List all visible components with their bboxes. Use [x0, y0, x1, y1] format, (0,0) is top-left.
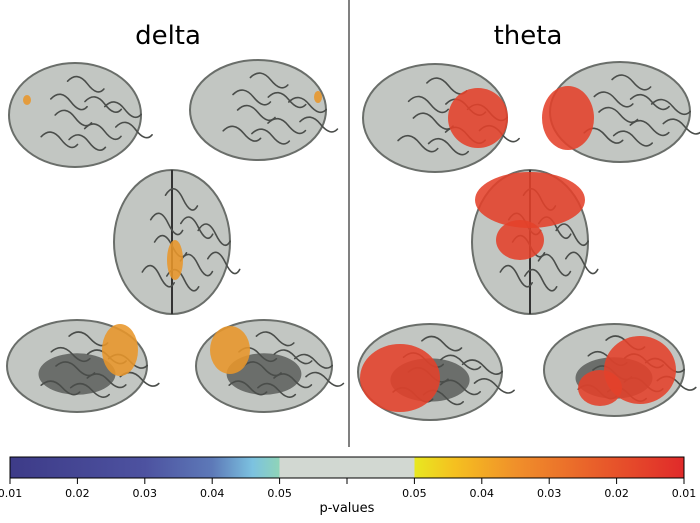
colorbar-tick-label: 0.05 — [267, 487, 292, 500]
activation-patch — [542, 86, 594, 150]
brain — [189, 59, 339, 161]
activation-patch — [496, 220, 544, 260]
activation-patch — [448, 88, 508, 148]
panel-title: theta — [494, 21, 563, 51]
colorbar — [9, 456, 685, 479]
activation-patch — [167, 240, 183, 280]
brain-surface — [189, 59, 327, 161]
brain-gyri — [40, 75, 153, 152]
brain-renders — [6, 59, 700, 421]
activation-patch — [314, 91, 322, 103]
colorbar-tick-label: 0.01 — [0, 487, 22, 500]
brain — [543, 323, 697, 417]
colorbar-tick-label: 0.01 — [672, 487, 697, 500]
brain — [471, 169, 599, 315]
brain — [542, 61, 700, 163]
brain-gyri — [583, 74, 700, 147]
panel-title: delta — [135, 21, 201, 51]
colorbar-tick-label: 0.03 — [537, 487, 562, 500]
activation-patch — [360, 344, 440, 412]
colorbar-label: p-values — [320, 501, 375, 516]
brain-surface — [8, 62, 142, 168]
activation-patch — [102, 324, 138, 376]
colorbar-tick-label: 0.04 — [470, 487, 495, 500]
brain — [357, 323, 515, 421]
activation-patch — [23, 95, 31, 105]
brain — [6, 319, 160, 413]
brain — [8, 62, 153, 168]
brain — [362, 63, 520, 173]
colorbar-tick-label: 0.03 — [133, 487, 158, 500]
brain — [113, 169, 241, 315]
colorbar-tick-label: 0.02 — [604, 487, 629, 500]
colorbar-tick-label: 0.04 — [200, 487, 225, 500]
brain — [195, 319, 345, 413]
colorbar-tick-label: 0.05 — [402, 487, 427, 500]
colorbar-tick-label: 0.02 — [65, 487, 90, 500]
activation-patch — [210, 326, 250, 374]
activation-patch — [475, 172, 585, 228]
brain-gyri — [222, 72, 339, 145]
activation-patch — [604, 336, 676, 404]
activation-patch — [578, 370, 622, 406]
brain-gyri — [228, 331, 345, 398]
